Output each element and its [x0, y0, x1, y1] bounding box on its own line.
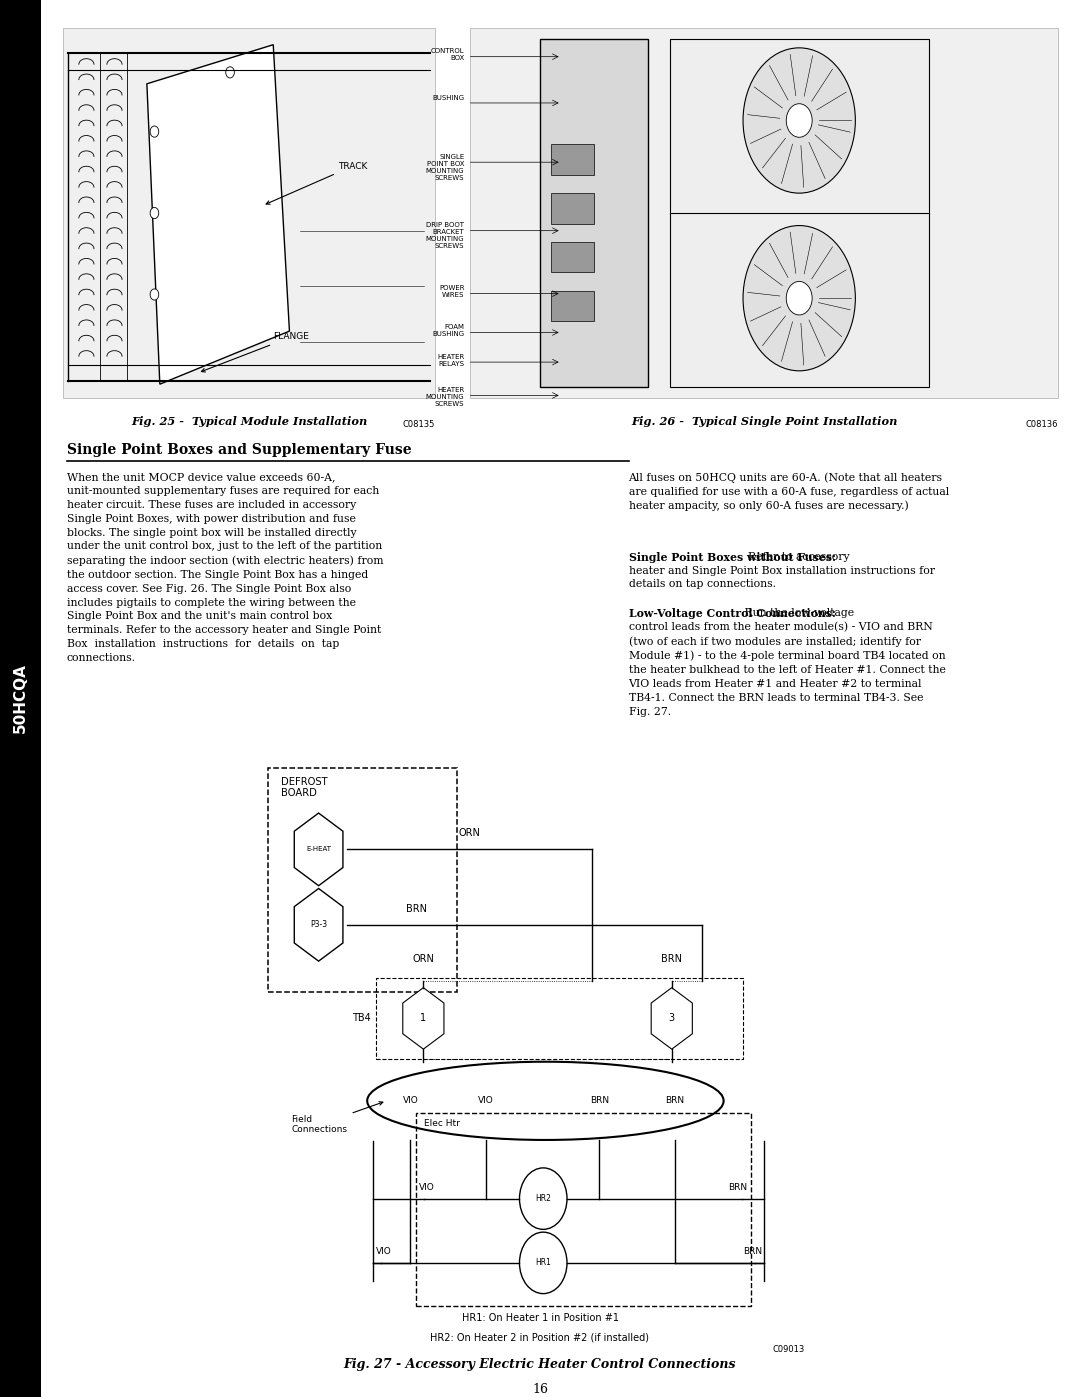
Text: C08135: C08135	[403, 420, 435, 429]
Text: Single Point Boxes without Fuses:: Single Point Boxes without Fuses:	[629, 552, 836, 563]
Text: FLANGE: FLANGE	[201, 332, 309, 372]
Text: Elec Htr: Elec Htr	[424, 1119, 460, 1127]
Text: 16: 16	[532, 1383, 548, 1396]
Text: P3-3: P3-3	[310, 921, 327, 929]
Circle shape	[786, 103, 812, 137]
Text: VIO: VIO	[478, 1097, 494, 1105]
Bar	[376, 978, 743, 1059]
Bar	[416, 1113, 751, 1306]
Text: VIO: VIO	[376, 1248, 392, 1256]
Bar	[551, 193, 594, 224]
Text: DRIP BOOT
BRACKET
MOUNTING
SCREWS: DRIP BOOT BRACKET MOUNTING SCREWS	[426, 222, 464, 249]
Text: HR2: HR2	[536, 1194, 551, 1203]
Circle shape	[743, 225, 855, 370]
Text: BRN: BRN	[661, 954, 683, 964]
Text: BRN: BRN	[728, 1183, 747, 1192]
Circle shape	[150, 289, 159, 300]
Text: HEATER
RELAYS: HEATER RELAYS	[437, 353, 464, 367]
Bar	[540, 39, 648, 387]
Text: Low-Voltage Control Connections:: Low-Voltage Control Connections:	[629, 608, 836, 619]
Text: BRN: BRN	[406, 904, 427, 914]
Text: 3: 3	[669, 1013, 675, 1024]
Circle shape	[519, 1232, 567, 1294]
Bar	[551, 242, 594, 272]
Text: SINGLE
POINT BOX
MOUNTING
SCREWS: SINGLE POINT BOX MOUNTING SCREWS	[426, 154, 464, 180]
Text: E-HEAT: E-HEAT	[306, 847, 332, 852]
Text: HR2: On Heater 2 in Position #2 (if installed): HR2: On Heater 2 in Position #2 (if inst…	[431, 1333, 649, 1343]
Circle shape	[743, 47, 855, 193]
Text: ORN: ORN	[413, 954, 434, 964]
Text: All fuses on 50HCQ units are 60-A. (Note that all heaters
are qualified for use : All fuses on 50HCQ units are 60-A. (Note…	[629, 472, 949, 511]
Text: C08136: C08136	[1026, 420, 1058, 429]
Text: VIO: VIO	[419, 1183, 435, 1192]
Text: HR1: HR1	[536, 1259, 551, 1267]
Text: 50HCQA: 50HCQA	[13, 664, 28, 733]
Bar	[63, 28, 435, 398]
Text: HEATER
MOUNTING
SCREWS: HEATER MOUNTING SCREWS	[426, 387, 464, 407]
Ellipse shape	[367, 1062, 724, 1140]
Text: POWER
WIRES: POWER WIRES	[438, 285, 464, 298]
Bar	[551, 144, 594, 175]
Bar	[0, 0, 41, 1397]
Bar	[268, 768, 457, 992]
Circle shape	[150, 126, 159, 137]
Text: BUSHING: BUSHING	[432, 95, 464, 101]
Circle shape	[150, 208, 159, 218]
Polygon shape	[147, 45, 289, 384]
Text: TRACK: TRACK	[266, 162, 367, 204]
Text: BRN: BRN	[665, 1097, 685, 1105]
Text: Single Point Boxes and Supplementary Fuse: Single Point Boxes and Supplementary Fus…	[67, 443, 411, 457]
Bar	[470, 28, 1058, 398]
Text: DEFROST
BOARD: DEFROST BOARD	[281, 777, 327, 798]
Bar	[551, 291, 594, 321]
Text: TB4: TB4	[352, 1013, 370, 1024]
Text: CONTROL
BOX: CONTROL BOX	[431, 49, 464, 61]
Text: Fig. 25 -  Typical Module Installation: Fig. 25 - Typical Module Installation	[131, 416, 367, 427]
Text: Field
Connections: Field Connections	[292, 1102, 382, 1134]
Bar	[670, 39, 929, 387]
Text: VIO: VIO	[403, 1097, 418, 1105]
Text: BRN: BRN	[743, 1248, 762, 1256]
Text: 1: 1	[420, 1013, 427, 1024]
Circle shape	[226, 67, 234, 78]
Text: Fig. 27 - Accessory Electric Heater Control Connections: Fig. 27 - Accessory Electric Heater Cont…	[343, 1358, 737, 1370]
Circle shape	[786, 281, 812, 314]
Text: ORN: ORN	[458, 828, 481, 838]
Text: When the unit MOCP device value exceeds 60-A,
unit-mounted supplementary fuses a: When the unit MOCP device value exceeds …	[67, 472, 383, 664]
Text: Refer to accessory
heater and Single Point Box installation instructions for
det: Refer to accessory heater and Single Poi…	[629, 552, 934, 590]
Circle shape	[519, 1168, 567, 1229]
Text: Fig. 26 -  Typical Single Point Installation: Fig. 26 - Typical Single Point Installat…	[631, 416, 897, 427]
Text: BRN: BRN	[590, 1097, 609, 1105]
Text: Run the low-voltage
control leads from the heater module(s) - VIO and BRN
(two o: Run the low-voltage control leads from t…	[629, 608, 945, 717]
Text: C09013: C09013	[772, 1345, 805, 1354]
Text: FOAM
BUSHING: FOAM BUSHING	[432, 324, 464, 337]
Text: HR1: On Heater 1 in Position #1: HR1: On Heater 1 in Position #1	[461, 1313, 619, 1323]
